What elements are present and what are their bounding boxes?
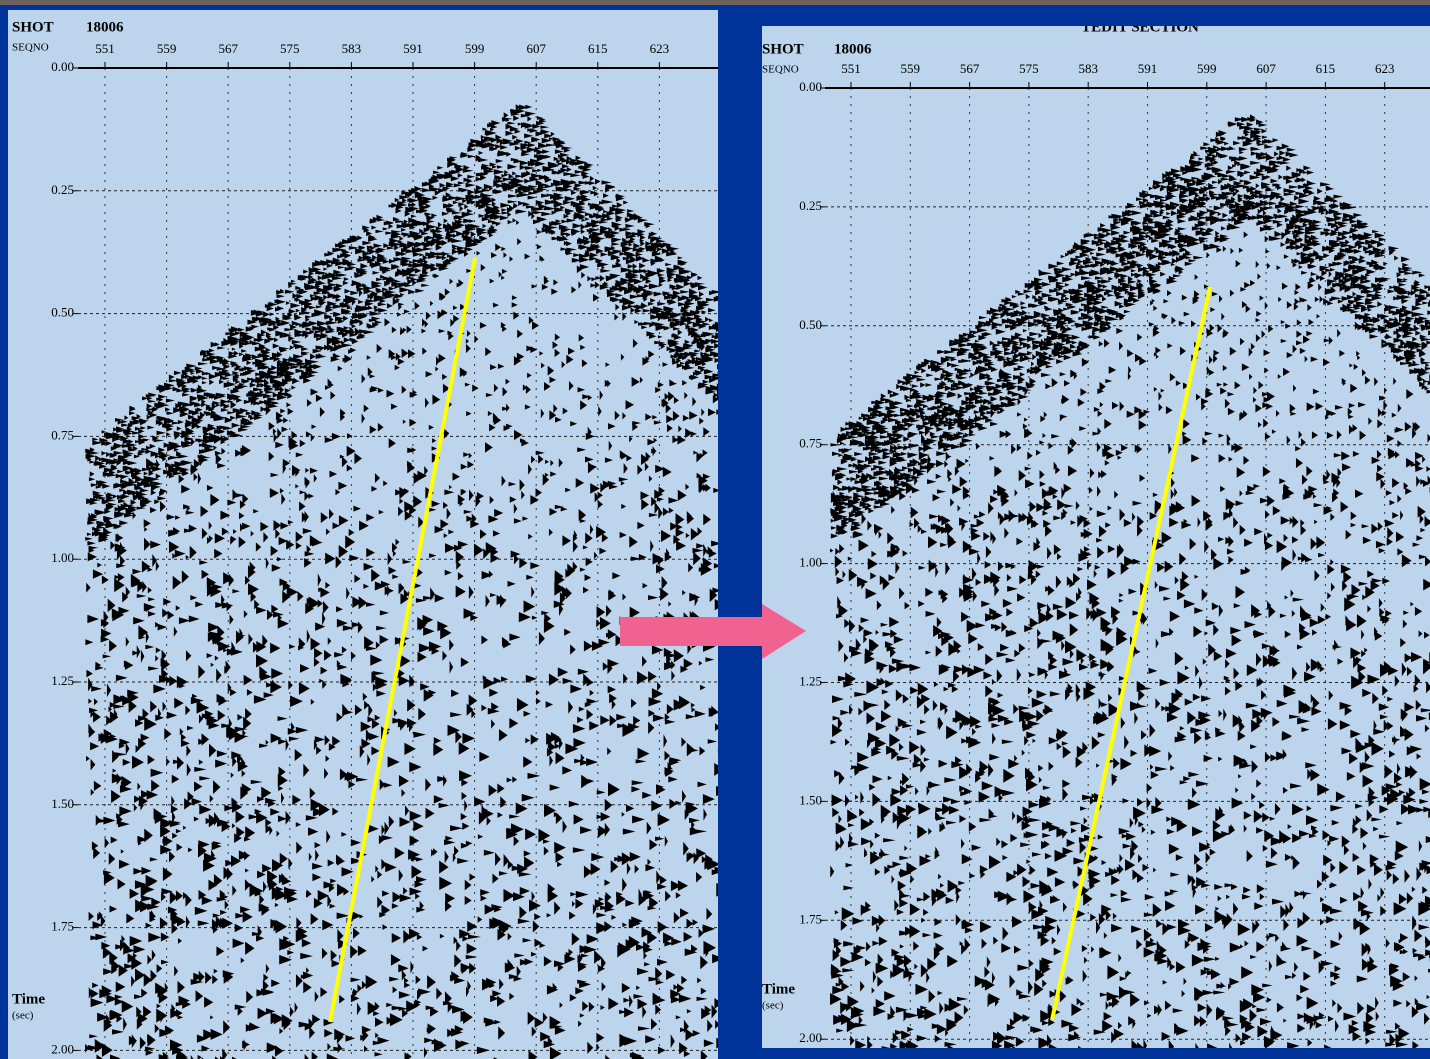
trace-label: 551 [95,41,115,56]
time-label: 1.25 [51,673,74,688]
trace-label: 615 [588,41,608,56]
time-label: 0.50 [51,305,74,320]
trace-label: 567 [218,41,238,56]
panel-background [8,10,718,1059]
time-label: 0.75 [51,427,74,442]
time-label: 2.00 [51,1041,74,1056]
time-label: 1.75 [51,919,74,934]
top-strip [0,0,1430,5]
time-label: 0.00 [51,59,74,74]
trace-label: 583 [342,41,362,56]
time-label: 0.25 [51,182,74,197]
trace-label: 559 [157,41,177,56]
panel-background [762,26,1430,1048]
time-label: 1.00 [51,550,74,565]
trace-label: 623 [650,41,670,56]
trace-label: 575 [280,41,300,56]
trace-label: 607 [526,41,546,56]
trace-label: 591 [403,41,423,56]
trace-label: 599 [465,41,485,56]
time-label: 1.50 [51,796,74,811]
